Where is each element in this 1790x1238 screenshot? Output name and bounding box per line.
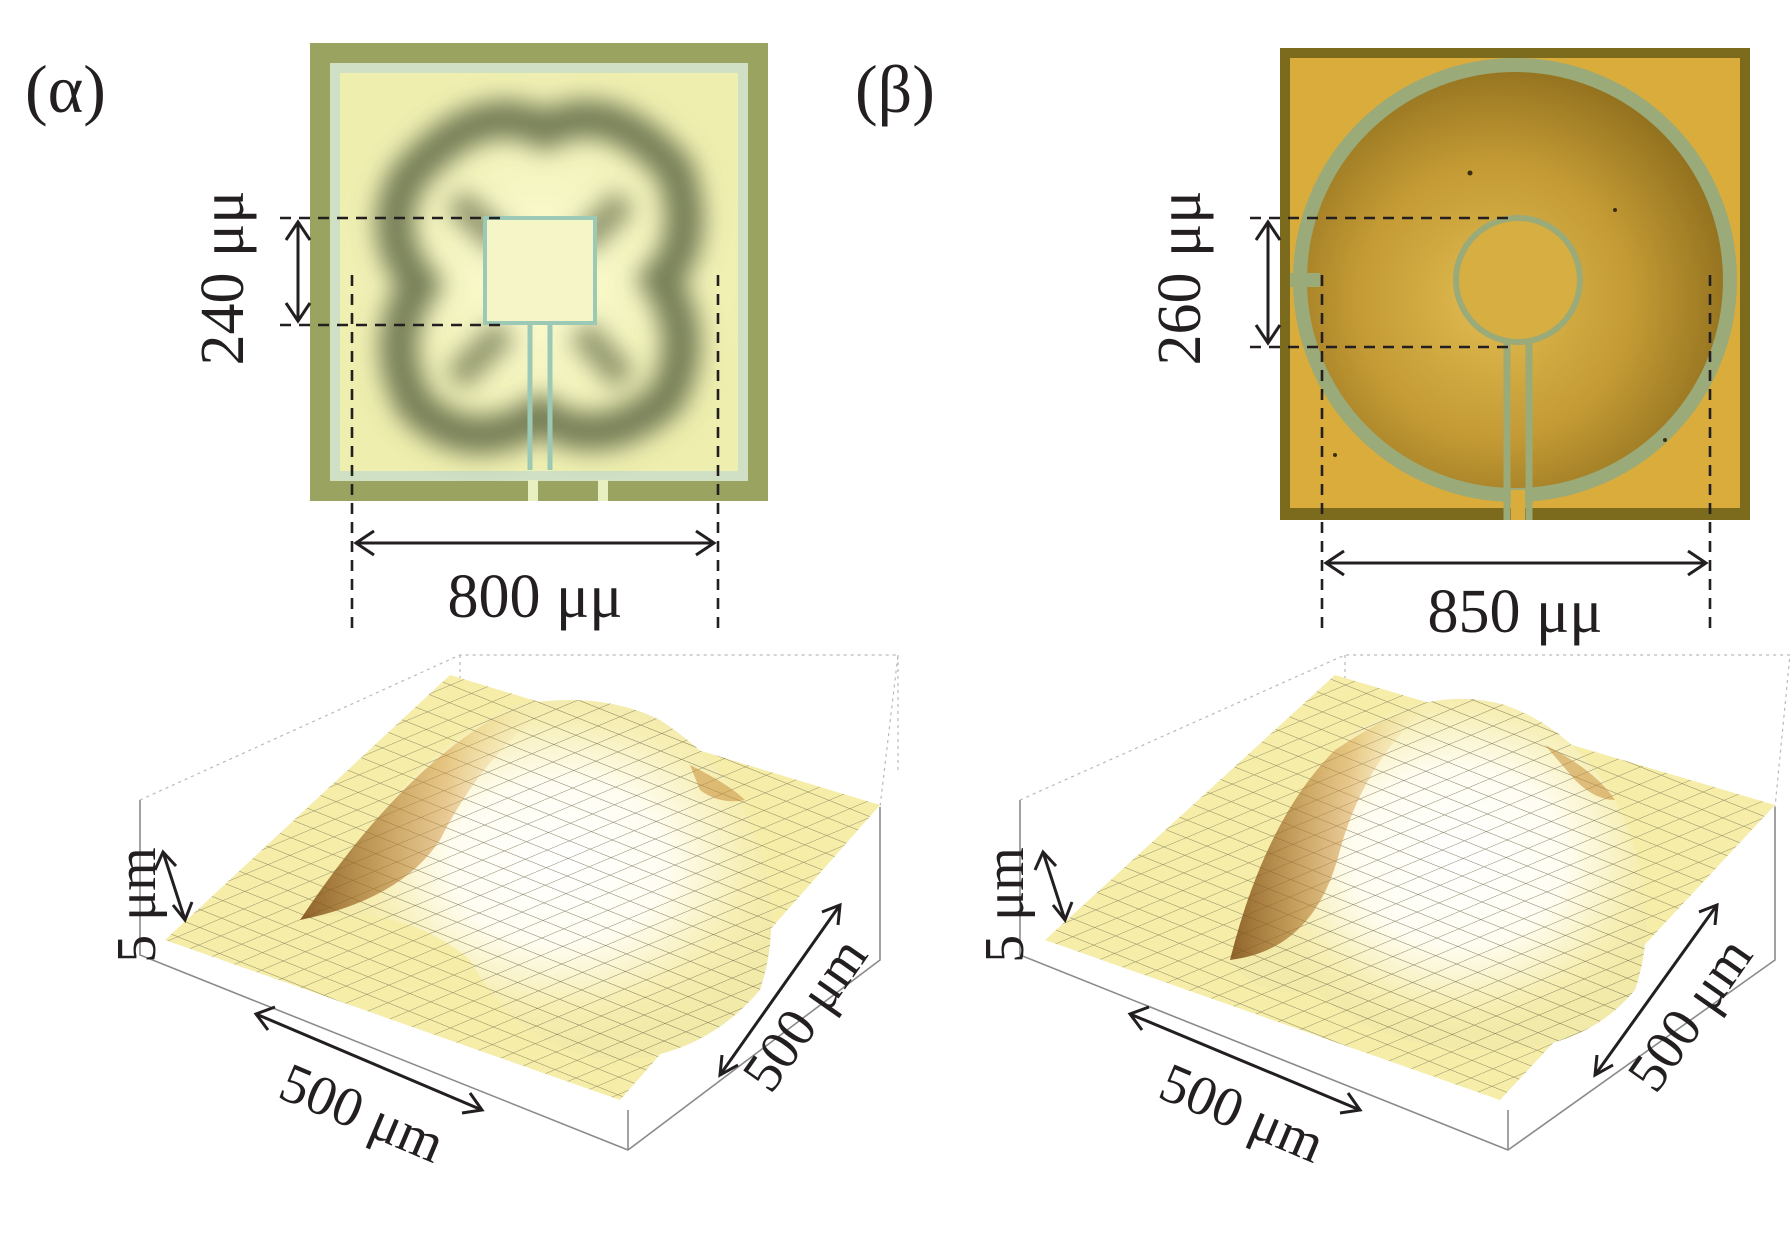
center-electrode (1453, 215, 1583, 345)
micrograph (1280, 48, 1750, 520)
surface-shading (1230, 705, 1430, 960)
panel-label: (β) (855, 51, 935, 127)
inner-dimension: 240 μμ (189, 191, 505, 366)
surface-height-dim: 5 μm (974, 847, 1074, 963)
height-label: 5 μm (974, 847, 1036, 963)
outer-dimension: 800 μμ (350, 275, 720, 632)
outer-dimension-label: 850 μμ (1428, 578, 1603, 646)
outer-dimension-label: 800 μμ (448, 563, 623, 631)
inner-dimension-label: 260 μμ (1146, 191, 1214, 366)
center-electrode (483, 216, 597, 325)
surface-plot (139, 654, 899, 1151)
surface-height-dim: 5 μm (106, 847, 194, 963)
inner-dimension-label: 240 μμ (189, 191, 257, 366)
surface-plot (1019, 654, 1790, 1151)
inner-dimension: 260 μμ (1146, 191, 1510, 366)
panel-alpha: (α) 240 μμ (25, 43, 899, 1175)
height-label: 5 μm (106, 847, 168, 963)
micrograph (310, 43, 768, 501)
panel-beta: (β) 260 μμ (855, 0, 1790, 1238)
surface-shading (300, 708, 545, 920)
outer-dimension: 850 μμ (1320, 275, 1712, 646)
panel-label: (α) (25, 51, 106, 127)
